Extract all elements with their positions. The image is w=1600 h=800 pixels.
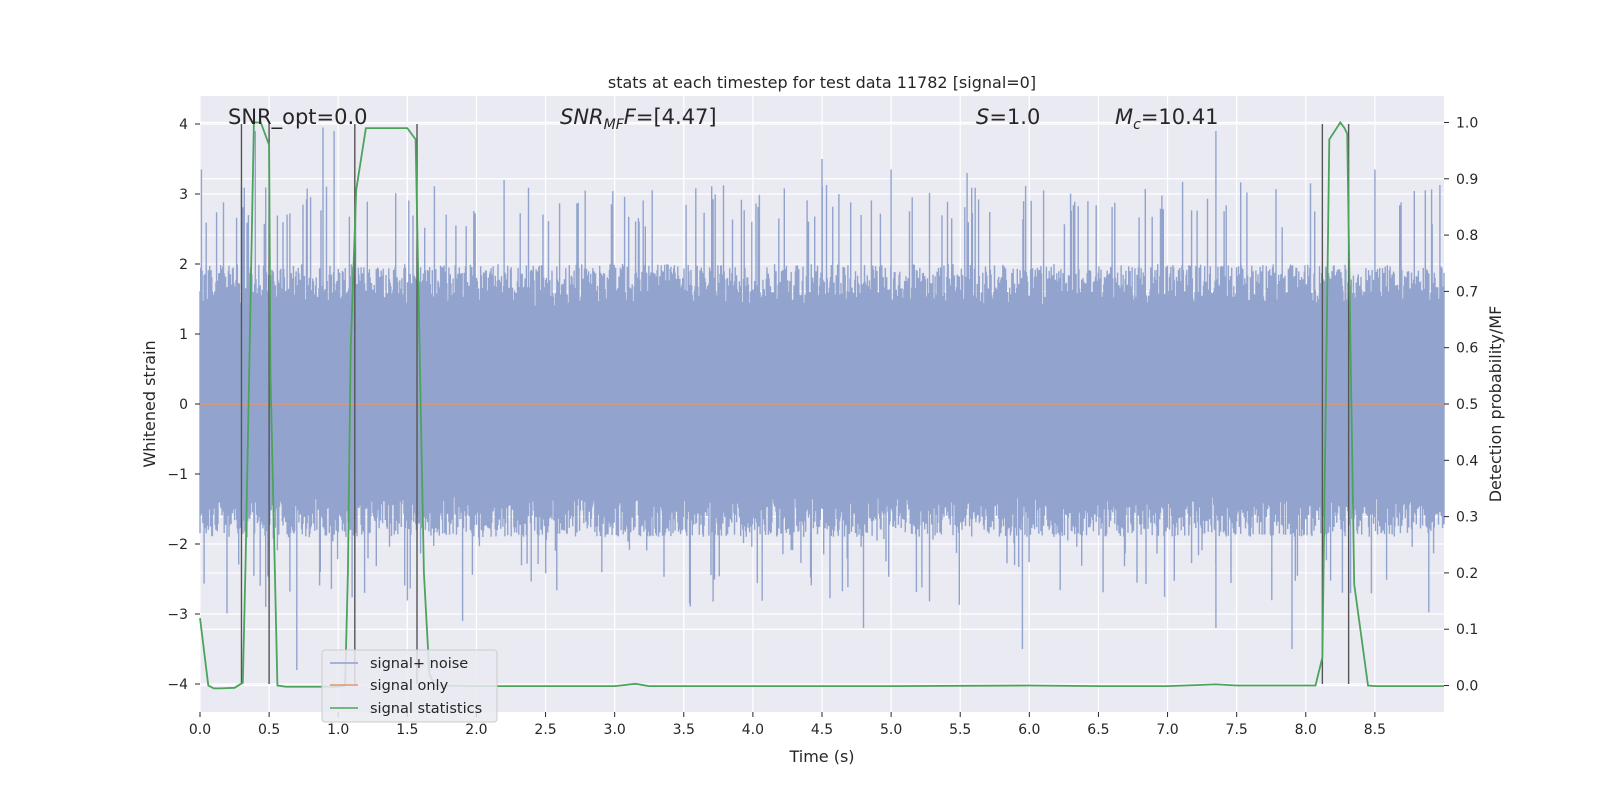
y2-tick-label: 0.2 bbox=[1456, 566, 1478, 582]
y-tick-label: −4 bbox=[167, 677, 188, 693]
legend: signal+ noise signal only signal statist… bbox=[321, 649, 498, 723]
y2-tick-label: 0.7 bbox=[1456, 284, 1478, 300]
x-axis-label: Time (s) bbox=[788, 747, 854, 766]
x-tick-label: 3.0 bbox=[604, 722, 626, 738]
annotation-snr-opt: SNR_opt=0.0 bbox=[228, 105, 368, 130]
y-tick-label: −1 bbox=[167, 467, 188, 483]
legend-label-signal-noise: signal+ noise bbox=[370, 656, 468, 672]
mc-sub: c bbox=[1133, 117, 1141, 133]
x-tick-label: 0.5 bbox=[258, 722, 280, 738]
x-tick-label: 0.0 bbox=[189, 722, 211, 738]
x-tick-label: 8.0 bbox=[1295, 722, 1317, 738]
annotation-snr-mf: SNRMFF=[4.47] bbox=[560, 105, 717, 133]
s-main: S bbox=[976, 105, 989, 129]
y-tick-label: 3 bbox=[179, 187, 188, 203]
y-tick-label: 1 bbox=[179, 327, 188, 343]
x-tick-label: 1.0 bbox=[327, 722, 349, 738]
legend-label-signal-only: signal only bbox=[370, 678, 449, 694]
y2-tick-label: 0.3 bbox=[1456, 510, 1478, 526]
y-tick-label: −2 bbox=[167, 537, 188, 553]
y-axis-label: Whitened strain bbox=[140, 340, 159, 467]
x-axis: 0.0 0.5 1.0 1.5 2.0 2.5 3.0 3.5 4.0 4.5 5.0 5.5 6.0 6… bbox=[189, 712, 1386, 738]
x-tick-label: 3.5 bbox=[673, 722, 695, 738]
snr-mf-sub: MF bbox=[604, 117, 625, 133]
y-tick-label: 4 bbox=[179, 117, 188, 133]
x-tick-label: 5.5 bbox=[949, 722, 971, 738]
y2-tick-label: 0.4 bbox=[1456, 453, 1478, 469]
x-tick-label: 8.5 bbox=[1364, 722, 1386, 738]
chart-title: stats at each timestep for test data 117… bbox=[608, 73, 1036, 92]
x-tick-label: 7.0 bbox=[1156, 722, 1178, 738]
x-tick-label: 1.5 bbox=[396, 722, 418, 738]
x-tick-label: 4.5 bbox=[811, 722, 833, 738]
y2-tick-label: 0.5 bbox=[1456, 397, 1478, 413]
x-tick-label: 6.0 bbox=[1018, 722, 1040, 738]
snr-mf-value: =[4.47] bbox=[636, 105, 717, 129]
snr-mf-main: SNR bbox=[560, 105, 604, 129]
mc-value: =10.41 bbox=[1141, 105, 1219, 129]
y-axis-left: −4 −3 −2 −1 0 1 2 3 4 bbox=[167, 117, 200, 693]
y-tick-label: 2 bbox=[179, 257, 188, 273]
annotation-mc: Mc=10.41 bbox=[1115, 105, 1219, 133]
legend-label-signal-statistics: signal statistics bbox=[370, 701, 482, 717]
annotation-s: S=1.0 bbox=[976, 105, 1040, 129]
y2-tick-label: 0.8 bbox=[1456, 228, 1478, 244]
legend-box bbox=[321, 649, 498, 723]
y-axis-right: 0.0 0.1 0.2 0.3 0.4 0.5 0.6 0.7 0.8 0.9 1.0 bbox=[1444, 115, 1478, 695]
y2-tick-label: 0.6 bbox=[1456, 341, 1478, 357]
y2-tick-label: 0.0 bbox=[1456, 679, 1478, 695]
x-tick-label: 7.5 bbox=[1226, 722, 1248, 738]
s-value: =1.0 bbox=[989, 105, 1040, 129]
y2-axis-label: Detection probability/MF bbox=[1486, 306, 1505, 503]
snr-mf-f: F bbox=[624, 105, 637, 129]
x-tick-label: 5.0 bbox=[880, 722, 902, 738]
y2-tick-label: 0.9 bbox=[1456, 172, 1478, 188]
y-tick-label: −3 bbox=[167, 607, 188, 623]
x-tick-label: 6.5 bbox=[1087, 722, 1109, 738]
x-tick-label: 4.0 bbox=[742, 722, 764, 738]
y2-tick-label: 1.0 bbox=[1456, 115, 1478, 131]
x-tick-label: 2.0 bbox=[465, 722, 487, 738]
x-tick-label: 2.5 bbox=[534, 722, 556, 738]
y-tick-label: 0 bbox=[179, 397, 188, 413]
y2-tick-label: 0.1 bbox=[1456, 622, 1478, 638]
mc-main: M bbox=[1115, 105, 1133, 129]
